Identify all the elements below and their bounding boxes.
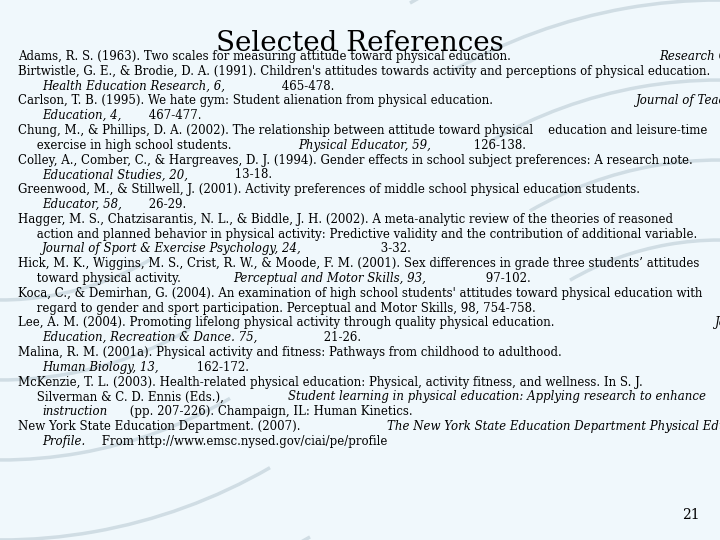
Text: Health Education Research, 6,: Health Education Research, 6, bbox=[42, 79, 225, 92]
Text: Perceptual and Motor Skills, 93,: Perceptual and Motor Skills, 93, bbox=[233, 272, 426, 285]
Text: Carlson, T. B. (1995). We hate gym: Student alienation from physical education.: Carlson, T. B. (1995). We hate gym: Stud… bbox=[18, 94, 497, 107]
Text: 126-138.: 126-138. bbox=[469, 139, 526, 152]
Text: Educational Studies, 20,: Educational Studies, 20, bbox=[42, 168, 188, 181]
Text: Journal of Teaching in Physical: Journal of Teaching in Physical bbox=[636, 94, 720, 107]
Text: Greenwood, M., & Stillwell, J. (2001). Activity preferences of middle school phy: Greenwood, M., & Stillwell, J. (2001). A… bbox=[18, 183, 644, 196]
Text: Research Quarterly, 34,: Research Quarterly, 34, bbox=[659, 50, 720, 63]
Text: Student learning in physical education: Applying research to enhance: Student learning in physical education: … bbox=[289, 390, 706, 403]
Text: Birtwistle, G. E., & Brodie, D. A. (1991). Children's attitudes towards activity: Birtwistle, G. E., & Brodie, D. A. (1991… bbox=[18, 65, 710, 78]
Text: Journal of Physical: Journal of Physical bbox=[715, 316, 720, 329]
Text: Lee, A. M. (2004). Promoting lifelong physical activity through quality physical: Lee, A. M. (2004). Promoting lifelong ph… bbox=[18, 316, 558, 329]
Text: 162-172.: 162-172. bbox=[193, 361, 248, 374]
Text: McKenzie, T. L. (2003). Health-related physical education: Physical, activity fi: McKenzie, T. L. (2003). Health-related p… bbox=[18, 376, 643, 389]
Text: Educator, 58,: Educator, 58, bbox=[42, 198, 122, 211]
Text: Adams, R. S. (1963). Two scales for measuring attitude toward physical education: Adams, R. S. (1963). Two scales for meas… bbox=[18, 50, 515, 63]
Text: Koca, C., & Demirhan, G. (2004). An examination of high school students' attitud: Koca, C., & Demirhan, G. (2004). An exam… bbox=[18, 287, 703, 300]
Text: 3-32.: 3-32. bbox=[377, 242, 411, 255]
Text: 26-29.: 26-29. bbox=[145, 198, 186, 211]
Text: 13-18.: 13-18. bbox=[230, 168, 271, 181]
Text: Chung, M., & Phillips, D. A. (2002). The relationship between attitude toward ph: Chung, M., & Phillips, D. A. (2002). The… bbox=[18, 124, 707, 137]
Text: Profile.: Profile. bbox=[42, 435, 86, 448]
Text: regard to gender and sport participation. Perceptual and Motor Skills, 98, 754-7: regard to gender and sport participation… bbox=[18, 302, 536, 315]
Text: Education, Recreation & Dance. 75,: Education, Recreation & Dance. 75, bbox=[42, 331, 258, 344]
Text: 465-478.: 465-478. bbox=[279, 79, 335, 92]
Text: exercise in high school students.: exercise in high school students. bbox=[18, 139, 235, 152]
Text: Journal of Sport & Exercise Psychology, 24,: Journal of Sport & Exercise Psychology, … bbox=[42, 242, 302, 255]
Text: 21: 21 bbox=[683, 508, 700, 522]
Text: 467-477.: 467-477. bbox=[145, 109, 201, 122]
Text: action and planned behavior in physical activity: Predictive validity and the co: action and planned behavior in physical … bbox=[18, 227, 697, 241]
Text: Physical Educator, 59,: Physical Educator, 59, bbox=[298, 139, 431, 152]
Text: From http://www.emsc.nysed.gov/ciai/pe/profile: From http://www.emsc.nysed.gov/ciai/pe/p… bbox=[98, 435, 387, 448]
Text: Hagger, M. S., Chatzisarantis, N. L., & Biddle, J. H. (2002). A meta-analytic re: Hagger, M. S., Chatzisarantis, N. L., & … bbox=[18, 213, 673, 226]
Text: Colley, A., Comber, C., & Hargreaves, D. J. (1994). Gender effects in school sub: Colley, A., Comber, C., & Hargreaves, D.… bbox=[18, 153, 693, 167]
Text: 97-102.: 97-102. bbox=[482, 272, 531, 285]
Text: (pp. 207-226). Champaign, IL: Human Kinetics.: (pp. 207-226). Champaign, IL: Human Kine… bbox=[127, 405, 413, 418]
Text: instruction: instruction bbox=[42, 405, 107, 418]
Text: 21-26.: 21-26. bbox=[320, 331, 361, 344]
Text: Hick, M. K., Wiggins, M. S., Crist, R. W., & Moode, F. M. (2001). Sex difference: Hick, M. K., Wiggins, M. S., Crist, R. W… bbox=[18, 257, 699, 270]
Text: New York State Education Department. (2007).: New York State Education Department. (20… bbox=[18, 420, 305, 433]
Text: toward physical activity.: toward physical activity. bbox=[18, 272, 184, 285]
Text: Education, 4,: Education, 4, bbox=[42, 109, 122, 122]
Text: Selected References: Selected References bbox=[216, 30, 504, 57]
Text: Human Biology, 13,: Human Biology, 13, bbox=[42, 361, 159, 374]
Text: Silverman & C. D. Ennis (Eds.),: Silverman & C. D. Ennis (Eds.), bbox=[18, 390, 228, 403]
Text: The New York State Education Department Physical Education: The New York State Education Department … bbox=[387, 420, 720, 433]
Text: Malina, R. M. (2001a). Physical activity and fitness: Pathways from childhood to: Malina, R. M. (2001a). Physical activity… bbox=[18, 346, 565, 359]
